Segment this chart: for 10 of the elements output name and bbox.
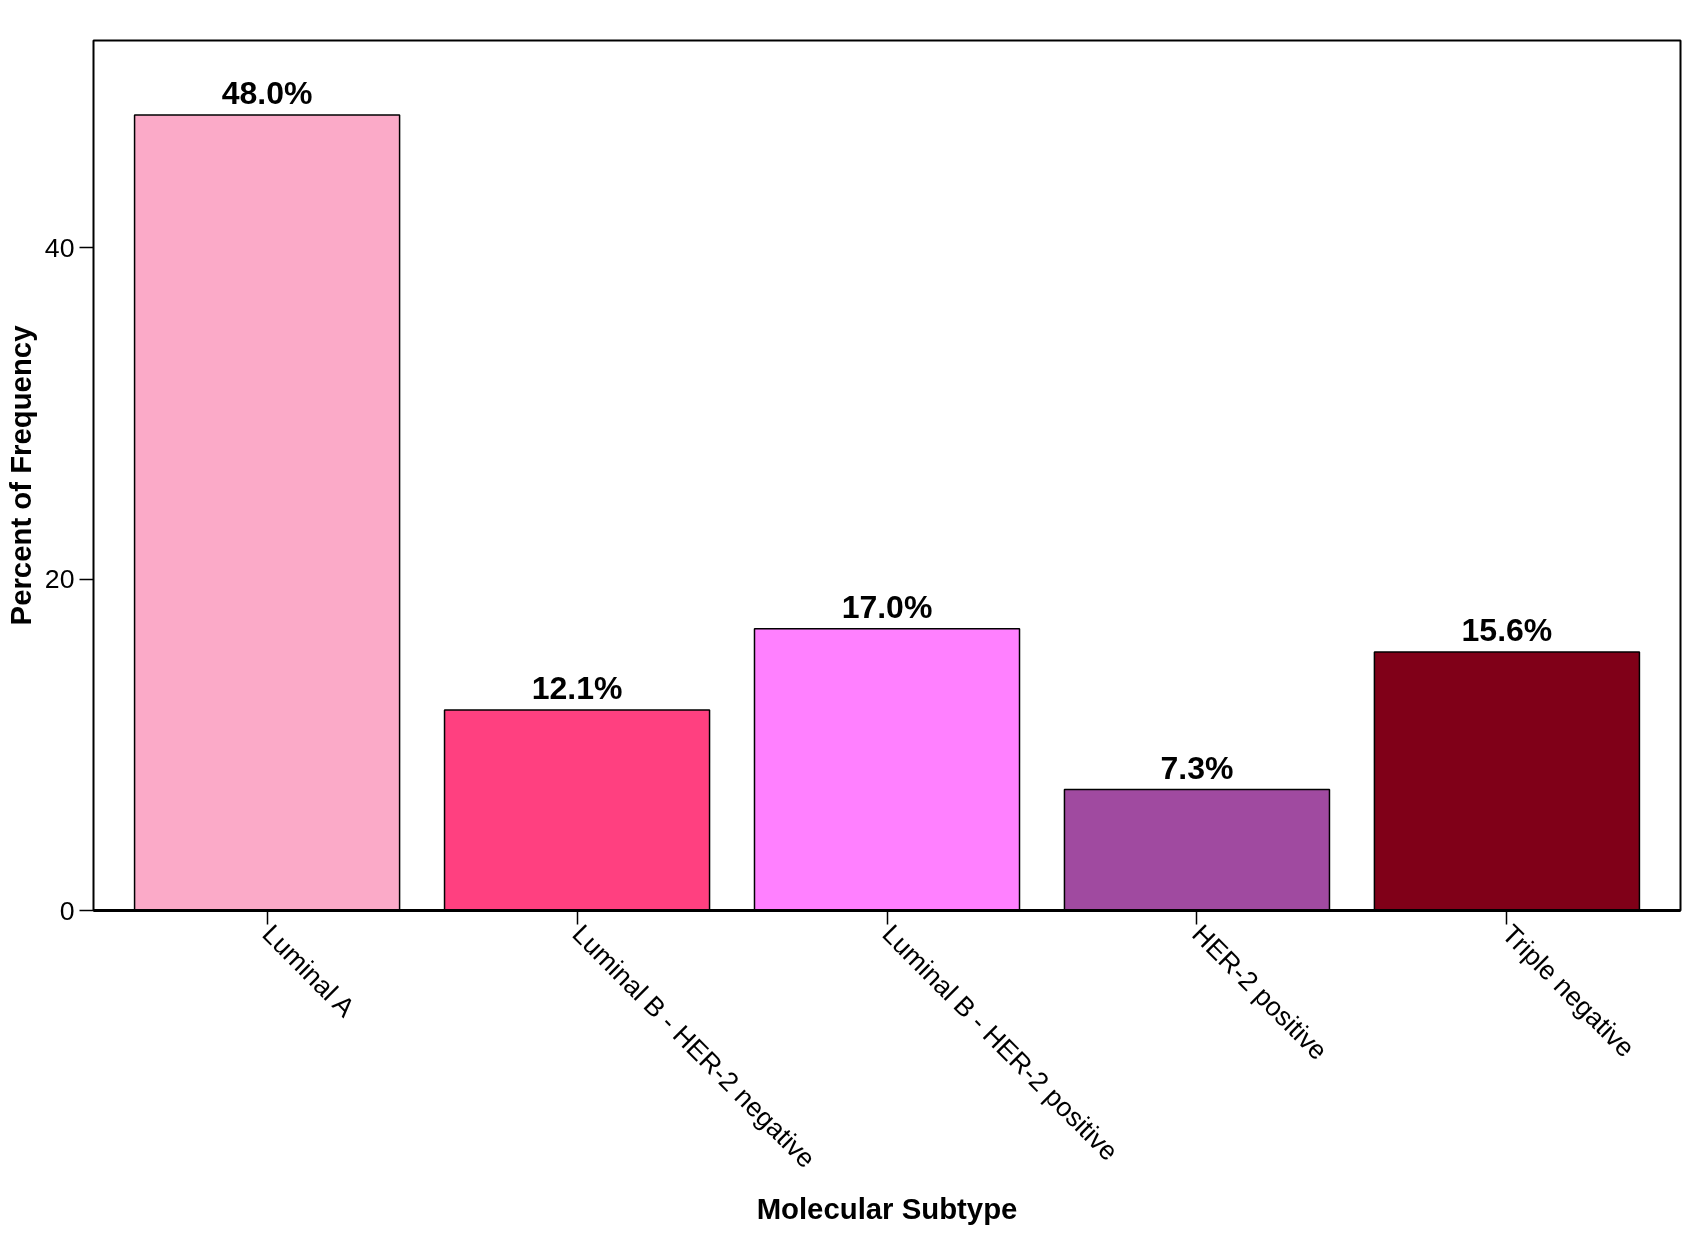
y-axis-title: Percent of Frequency	[3, 324, 37, 626]
y-tick-label: 40	[44, 232, 75, 263]
data-label: 48.0%	[221, 75, 313, 112]
y-tick-label: 0	[59, 895, 75, 926]
data-label: 15.6%	[1461, 611, 1553, 648]
data-label: 12.1%	[531, 669, 623, 706]
data-label: 7.3%	[1160, 749, 1234, 786]
y-tick-label: 20	[44, 564, 75, 595]
data-label: 17.0%	[841, 588, 933, 625]
x-axis-title: Molecular Subtype	[756, 1192, 1018, 1226]
